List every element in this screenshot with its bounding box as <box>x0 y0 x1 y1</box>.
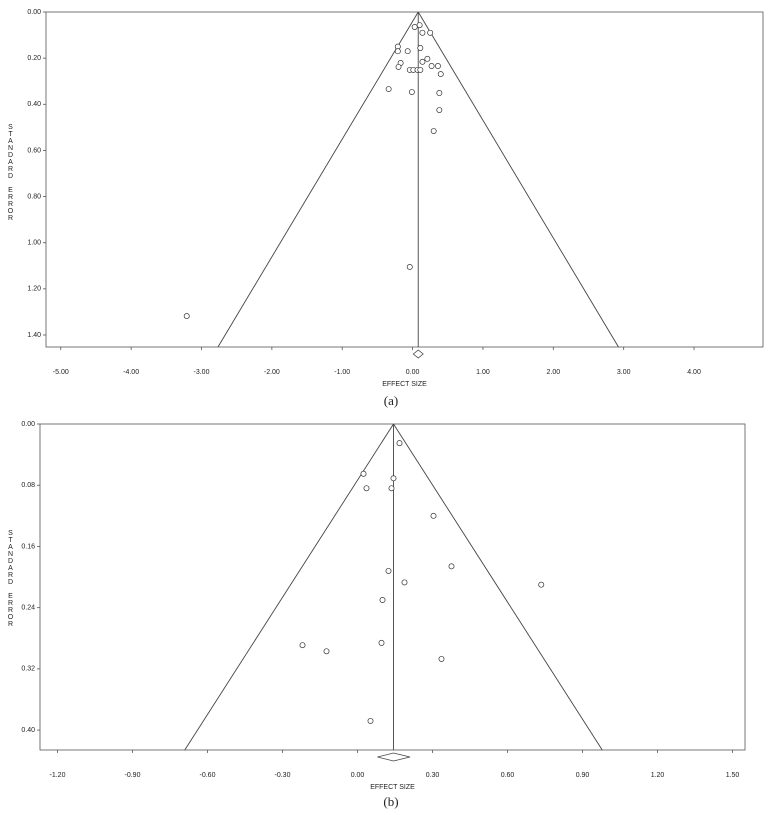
x-tick-label: 1.00 <box>476 369 490 376</box>
data-point <box>406 263 413 270</box>
y-tick-label: 1.40 <box>27 332 41 339</box>
data-point <box>360 470 367 477</box>
data-point <box>408 89 415 96</box>
data-point <box>404 48 411 55</box>
y-tick-label: 1.00 <box>27 240 41 247</box>
x-tick-label: -1.00 <box>334 369 350 376</box>
data-point <box>428 63 435 69</box>
data-point <box>388 485 395 492</box>
caption: (a) <box>384 393 398 408</box>
data-point <box>378 639 385 646</box>
caption: (b) <box>383 794 398 809</box>
x-tick-label: 4.00 <box>687 369 701 376</box>
x-tick-label: 1.50 <box>726 772 740 779</box>
summary-diamond <box>412 349 424 359</box>
y-tick-label: 0.80 <box>27 193 41 200</box>
data-point <box>434 63 441 69</box>
y-tick-label: 0.40 <box>27 101 41 108</box>
x-tick-label: -1.20 <box>50 772 66 779</box>
x-tick-label: -0.90 <box>125 772 141 779</box>
data-point <box>538 581 545 588</box>
plot-frame <box>39 423 746 751</box>
data-point <box>385 86 392 93</box>
data-point <box>424 55 431 62</box>
data-point <box>427 29 434 36</box>
y-tick-label: 0.32 <box>21 666 35 673</box>
data-point <box>416 22 423 29</box>
x-tick-label: 0.90 <box>576 772 590 779</box>
data-point <box>394 48 401 55</box>
y-tick-label: 0.08 <box>21 482 35 489</box>
y-axis-title: STANDARD ERROR <box>7 530 14 628</box>
x-tick-label: 0.30 <box>426 772 440 779</box>
data-point <box>395 63 402 70</box>
x-tick-label: 1.20 <box>651 772 665 779</box>
data-point <box>390 475 397 482</box>
data-point <box>323 648 330 655</box>
data-point <box>411 24 418 30</box>
funnel-line <box>217 11 419 348</box>
data-point <box>436 107 443 114</box>
y-tick-label: 0.24 <box>21 605 35 612</box>
funnel-line <box>417 11 619 348</box>
y-tick-label: 0.60 <box>27 147 41 154</box>
x-tick-label: -0.30 <box>275 772 291 779</box>
y-tick-label: 0.00 <box>21 421 35 428</box>
data-point <box>430 128 437 134</box>
data-point <box>367 717 374 724</box>
data-point <box>417 66 424 73</box>
y-tick-label: 0.20 <box>27 55 41 62</box>
data-point <box>401 579 408 586</box>
data-point <box>419 58 426 65</box>
y-tick-label: 0.00 <box>27 9 41 16</box>
x-tick-label: -0.60 <box>200 772 216 779</box>
data-point <box>183 313 190 320</box>
data-point <box>437 71 444 78</box>
data-point <box>363 485 370 492</box>
plot-frame <box>45 11 764 348</box>
x-tick-label: 3.00 <box>617 369 631 376</box>
x-tick-label: 0.00 <box>351 772 365 779</box>
x-tick-label: 2.00 <box>547 369 561 376</box>
data-point <box>385 567 392 574</box>
x-tick-label: 0.60 <box>501 772 515 779</box>
data-point <box>436 90 443 96</box>
data-point <box>419 29 426 36</box>
funnel-line <box>184 423 394 751</box>
data-point <box>438 655 445 662</box>
x-tick-label: -2.00 <box>264 369 280 376</box>
data-point <box>396 440 403 447</box>
x-tick-label: -5.00 <box>53 369 69 376</box>
data-point <box>417 45 424 51</box>
y-tick-label: 0.16 <box>21 543 35 550</box>
data-point <box>448 563 455 570</box>
data-point <box>379 597 386 603</box>
funnel-line <box>393 423 603 751</box>
x-axis-title: EFFECT SIZE <box>370 784 415 791</box>
x-tick-label: -4.00 <box>123 369 139 376</box>
y-axis-title: STANDARD ERROR <box>7 124 14 222</box>
x-axis-title: EFFECT SIZE <box>382 381 427 388</box>
x-tick-label: -3.00 <box>194 369 210 376</box>
x-tick-label: 0.00 <box>406 369 420 376</box>
y-tick-label: 0.40 <box>21 727 35 734</box>
data-point <box>430 512 437 519</box>
y-tick-label: 1.20 <box>27 286 41 293</box>
summary-diamond <box>377 752 411 762</box>
data-point <box>299 642 306 649</box>
